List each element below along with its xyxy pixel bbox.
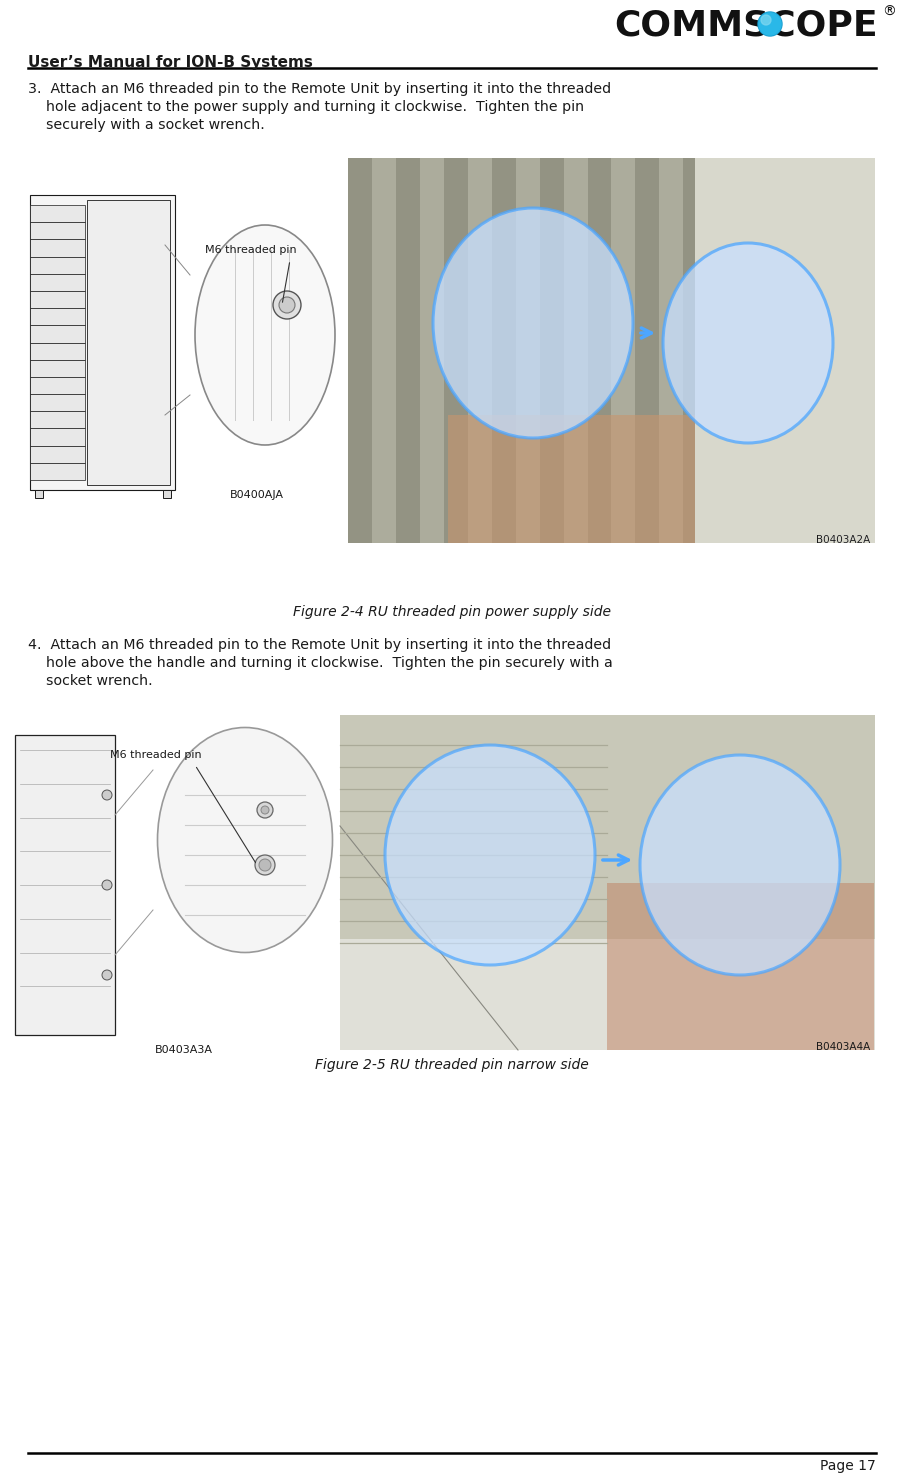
Bar xyxy=(610,158,635,544)
Ellipse shape xyxy=(195,225,335,444)
Bar xyxy=(683,158,706,544)
Bar xyxy=(30,360,85,376)
Text: B0403A2A: B0403A2A xyxy=(815,535,869,545)
Bar xyxy=(587,158,610,544)
Bar xyxy=(539,158,563,544)
Bar xyxy=(778,158,802,544)
Text: hole adjacent to the power supply and turning it clockwise.  Tighten the pin: hole adjacent to the power supply and tu… xyxy=(28,101,583,114)
Circle shape xyxy=(102,880,112,890)
Bar xyxy=(30,342,85,360)
Bar xyxy=(30,195,175,490)
Bar xyxy=(606,883,873,1050)
Bar xyxy=(448,415,874,544)
Text: B0400AJA: B0400AJA xyxy=(229,490,284,501)
Bar xyxy=(563,158,587,544)
Bar xyxy=(802,158,826,544)
Text: 3.  Attach an M6 threaded pin to the Remote Unit by inserting it into the thread: 3. Attach an M6 threaded pin to the Remo… xyxy=(28,81,610,96)
Circle shape xyxy=(256,803,273,818)
Text: Figure 2-5 RU threaded pin narrow side: Figure 2-5 RU threaded pin narrow side xyxy=(315,1057,588,1072)
Bar xyxy=(658,158,683,544)
Circle shape xyxy=(760,15,770,25)
Bar xyxy=(30,256,85,274)
Circle shape xyxy=(759,13,780,36)
Bar xyxy=(30,204,85,222)
Bar xyxy=(30,428,85,446)
Bar xyxy=(30,326,85,342)
Bar xyxy=(340,715,874,1050)
Text: Figure 2-4 RU threaded pin power supply side: Figure 2-4 RU threaded pin power supply … xyxy=(293,606,610,619)
Text: Page 17: Page 17 xyxy=(819,1459,875,1474)
Ellipse shape xyxy=(639,755,839,974)
Ellipse shape xyxy=(433,207,632,438)
Text: B0403A2A: B0403A2A xyxy=(815,535,869,545)
Circle shape xyxy=(261,806,269,815)
Bar xyxy=(694,158,874,544)
Bar xyxy=(396,158,419,544)
Ellipse shape xyxy=(157,727,332,952)
Circle shape xyxy=(757,12,781,36)
Bar xyxy=(30,240,85,256)
Bar xyxy=(491,158,515,544)
Bar xyxy=(635,158,658,544)
Bar xyxy=(30,394,85,412)
Bar xyxy=(419,158,443,544)
Bar xyxy=(348,158,371,544)
Circle shape xyxy=(102,970,112,980)
Bar xyxy=(754,158,778,544)
Bar xyxy=(340,939,874,1050)
Bar xyxy=(30,274,85,290)
Bar xyxy=(163,490,171,498)
Circle shape xyxy=(273,290,301,318)
Circle shape xyxy=(279,298,294,312)
Bar xyxy=(30,412,85,428)
Bar xyxy=(30,462,85,480)
Bar xyxy=(515,158,539,544)
Text: User’s Manual for ION-B Systems: User’s Manual for ION-B Systems xyxy=(28,55,312,70)
Bar xyxy=(35,490,43,498)
Text: hole above the handle and turning it clockwise.  Tighten the pin securely with a: hole above the handle and turning it clo… xyxy=(28,656,612,669)
Bar xyxy=(15,735,115,1035)
Ellipse shape xyxy=(385,745,594,966)
Bar xyxy=(731,158,754,544)
Text: securely with a socket wrench.: securely with a socket wrench. xyxy=(28,118,265,132)
Bar xyxy=(850,158,874,544)
Text: 4.  Attach an M6 threaded pin to the Remote Unit by inserting it into the thread: 4. Attach an M6 threaded pin to the Remo… xyxy=(28,638,610,652)
Bar xyxy=(443,158,467,544)
Circle shape xyxy=(259,859,271,871)
Bar xyxy=(87,200,170,484)
Text: ®: ® xyxy=(881,4,895,19)
Bar xyxy=(30,376,85,394)
Circle shape xyxy=(102,789,112,800)
Text: M6 threaded pin: M6 threaded pin xyxy=(205,244,296,255)
Bar xyxy=(826,158,850,544)
Text: socket wrench.: socket wrench. xyxy=(28,674,153,689)
Bar xyxy=(30,222,85,240)
Bar xyxy=(30,446,85,462)
Bar xyxy=(30,308,85,326)
Bar xyxy=(706,158,731,544)
Text: COMMSCOPE: COMMSCOPE xyxy=(614,7,877,41)
Bar xyxy=(467,158,491,544)
Bar xyxy=(371,158,396,544)
Ellipse shape xyxy=(662,243,832,443)
Bar xyxy=(30,290,85,308)
Text: B0403A4A: B0403A4A xyxy=(815,1043,869,1052)
Text: M6 threaded pin: M6 threaded pin xyxy=(110,749,201,760)
Circle shape xyxy=(255,855,275,875)
Text: B0403A3A: B0403A3A xyxy=(154,1046,213,1054)
Bar xyxy=(348,158,874,544)
